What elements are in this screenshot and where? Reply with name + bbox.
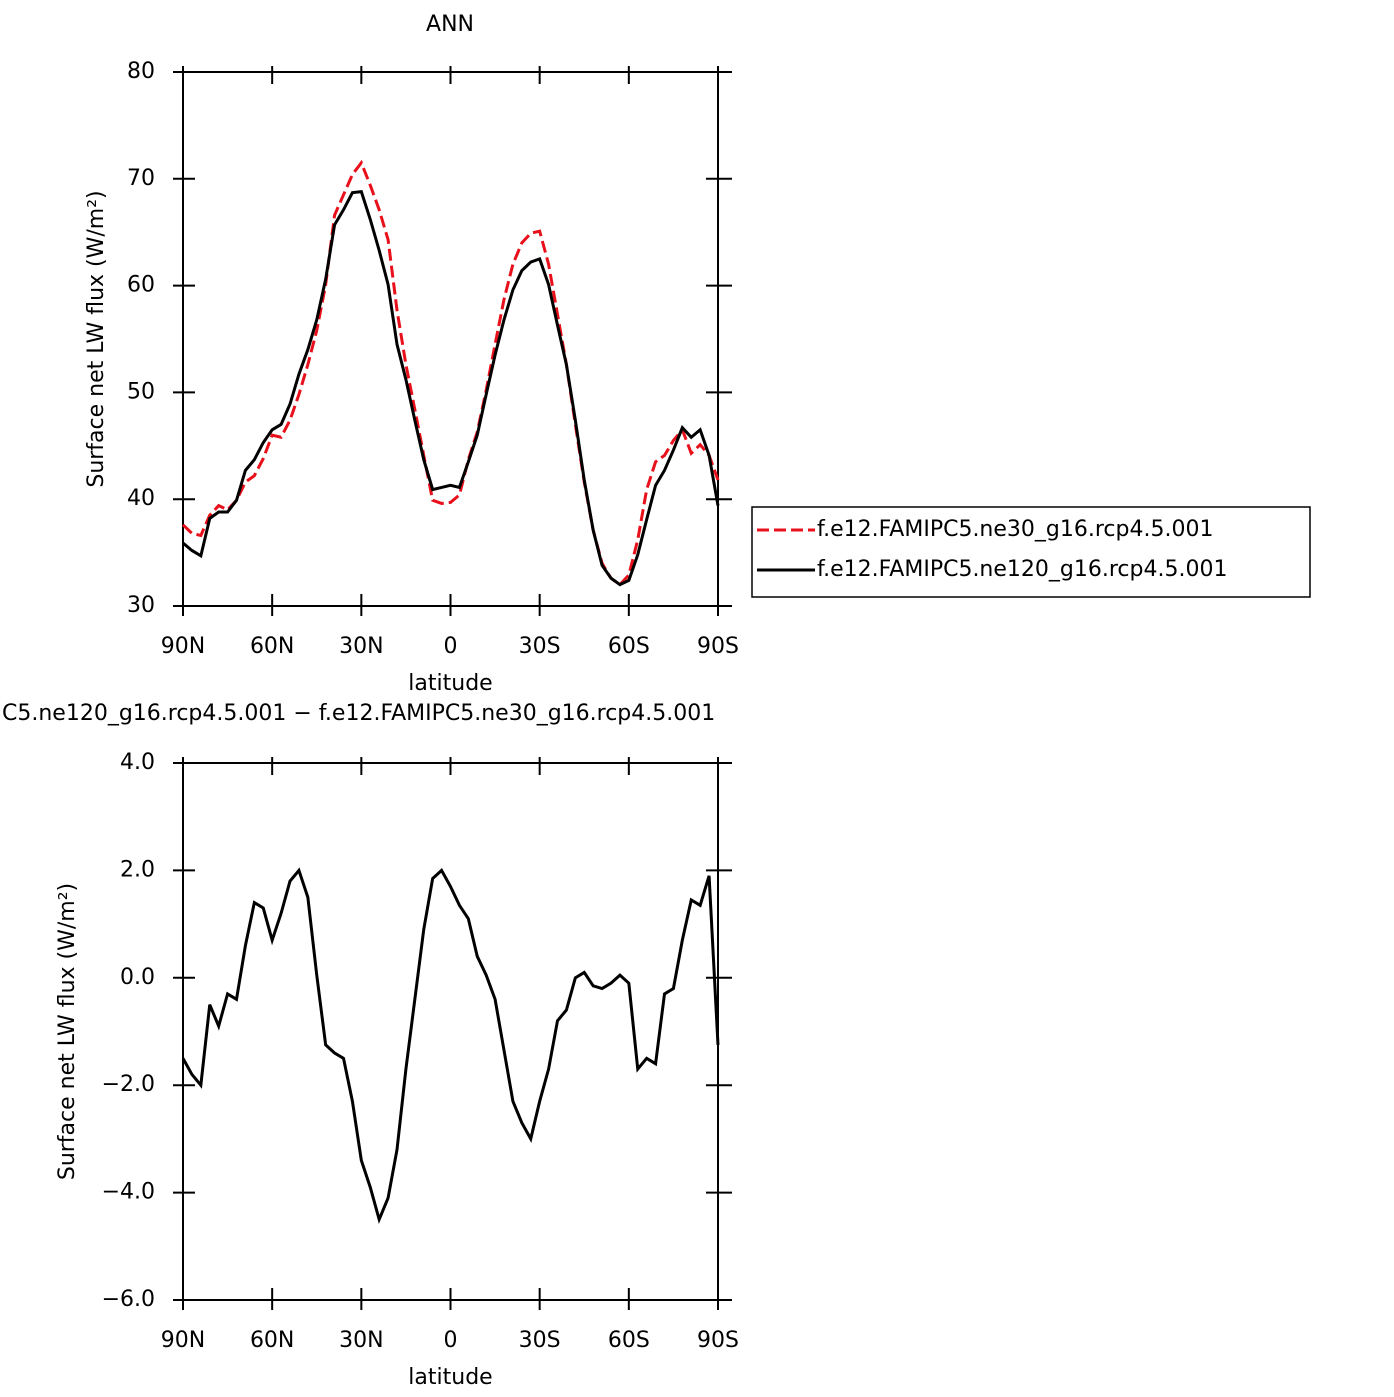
x-tick-label: 60N [250, 1328, 294, 1353]
y-tick-label: −4.0 [102, 1180, 155, 1205]
y-tick-label: −2.0 [102, 1072, 155, 1097]
chart-title: C5.ne120_g16.rcp4.5.001 − f.e12.FAMIPC5.… [2, 701, 715, 726]
y-tick-label: 30 [127, 593, 155, 618]
x-tick-label: 90N [161, 634, 205, 659]
y-axis-label: Surface net LW flux (W/m²) [55, 883, 80, 1180]
x-tick-label: 90N [161, 1328, 205, 1353]
x-tick-label: 60S [608, 634, 650, 659]
x-tick-label: 30N [339, 1328, 383, 1353]
legend-label: f.e12.FAMIPC5.ne120_g16.rcp4.5.001 [817, 557, 1227, 582]
y-tick-label: 4.0 [120, 750, 155, 775]
x-tick-label: 90S [697, 634, 739, 659]
plot-frame [182, 762, 719, 1301]
x-tick-label: 30S [519, 634, 561, 659]
y-tick-label: 60 [127, 273, 155, 298]
data-line [181, 867, 720, 1225]
y-tick-label: 40 [127, 486, 155, 511]
legend-box [751, 506, 1311, 598]
chart-title: ANN [426, 12, 474, 37]
x-tick-label: 0 [444, 1328, 458, 1353]
y-axis-label: Surface net LW flux (W/m²) [84, 190, 109, 487]
y-tick-label: 0.0 [120, 965, 155, 990]
x-tick-label: 60N [250, 634, 294, 659]
y-tick-label: 50 [127, 379, 155, 404]
x-tick-label: 0 [444, 634, 458, 659]
x-axis-label: latitude [408, 671, 492, 696]
y-tick-label: −6.0 [102, 1287, 155, 1312]
x-axis-label: latitude [408, 1365, 492, 1390]
x-tick-label: 60S [608, 1328, 650, 1353]
x-tick-label: 30N [339, 634, 383, 659]
data-line [181, 159, 720, 587]
y-tick-label: 2.0 [120, 857, 155, 882]
plot-frame [182, 71, 719, 607]
y-tick-label: 80 [127, 59, 155, 84]
x-tick-label: 90S [697, 1328, 739, 1353]
x-tick-label: 30S [519, 1328, 561, 1353]
legend-label: f.e12.FAMIPC5.ne30_g16.rcp4.5.001 [817, 517, 1213, 542]
y-tick-label: 70 [127, 166, 155, 191]
data-line [182, 189, 720, 587]
